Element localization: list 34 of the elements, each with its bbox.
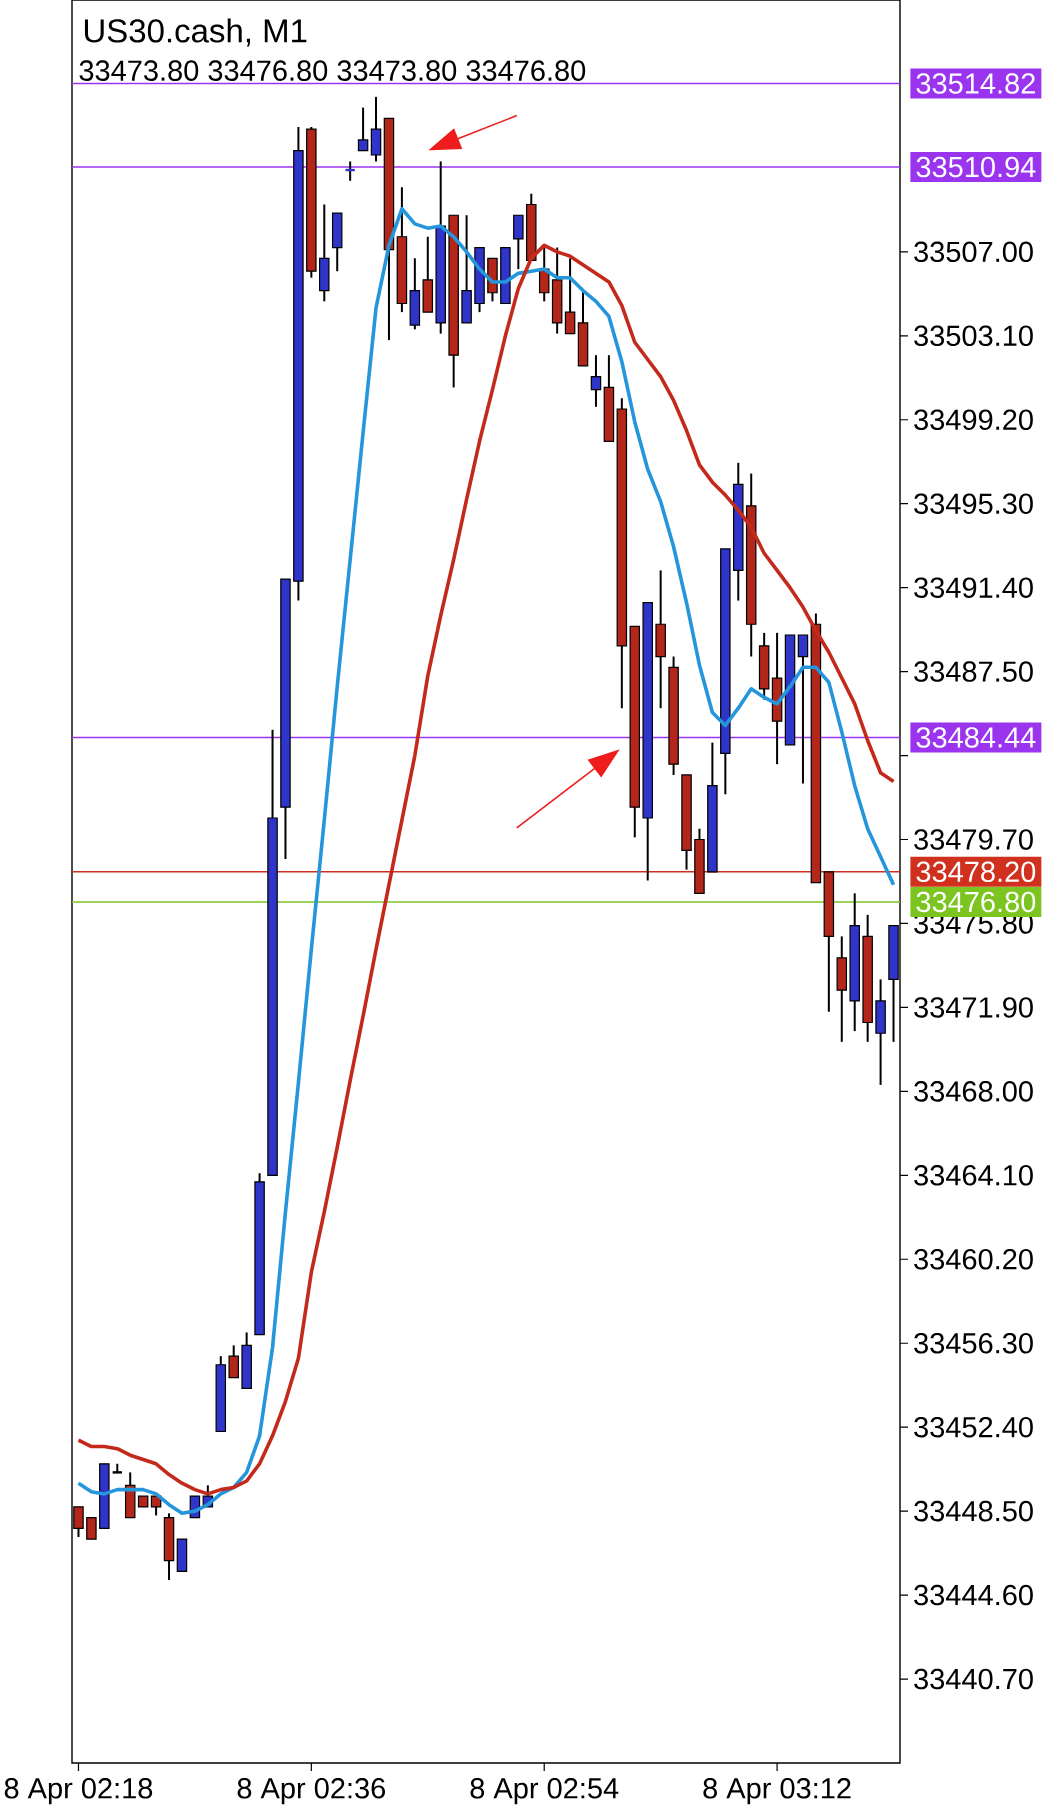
y-tick-label: 33471.90 <box>914 997 1033 1018</box>
candlestick <box>344 160 357 182</box>
y-tick-label: 33444.60 <box>914 1584 1033 1606</box>
y-tick-label: 33440.70 <box>914 1668 1033 1690</box>
x-tick-label: 8 Apr 03:12 <box>703 1778 851 1805</box>
x-tick-label: 8 Apr 02:18 <box>4 1778 153 1805</box>
text: 33473.80 33476.80 33473.80 33476.80 <box>79 60 586 81</box>
y-tick-label: 33491.40 <box>914 577 1033 598</box>
y-tick-label: 33460.20 <box>914 1249 1033 1270</box>
ref-line-label: 33514.82 <box>916 73 1035 94</box>
candlestick <box>228 1344 239 1379</box>
y-tick-label: 33495.30 <box>914 493 1033 514</box>
candlestick <box>564 257 576 335</box>
chart-title: US30.cash, M1 <box>84 18 307 47</box>
y-tick-label: 33468.00 <box>914 1081 1033 1102</box>
candlestick <box>797 634 809 785</box>
ref-line-label: 33478.20 <box>916 861 1036 883</box>
candlestick <box>357 106 369 152</box>
ref-line-label: 33510.94 <box>916 156 1036 178</box>
y-tick-label: 33507.00 <box>914 241 1033 263</box>
x-tick-label: 8 Apr 02:36 <box>237 1778 386 1805</box>
candlestick <box>590 354 602 408</box>
y-tick-label: 33456.30 <box>914 1332 1033 1354</box>
candlestick <box>513 214 524 271</box>
ref-line-label: 33484.44 <box>916 727 1036 748</box>
x-tick-label: 8 Apr 02:54 <box>470 1778 619 1805</box>
y-tick-label: 33464.10 <box>914 1165 1033 1186</box>
y-tick-label: 33452.40 <box>914 1416 1033 1438</box>
candlestick <box>86 1516 97 1541</box>
y-tick-label: 33448.50 <box>914 1500 1033 1522</box>
y-tick-label: 33503.10 <box>914 325 1033 347</box>
y-tick-label: 33479.70 <box>914 829 1033 850</box>
y-tick-label: 33487.50 <box>914 661 1033 682</box>
y-tick-label: 33499.20 <box>914 409 1033 431</box>
